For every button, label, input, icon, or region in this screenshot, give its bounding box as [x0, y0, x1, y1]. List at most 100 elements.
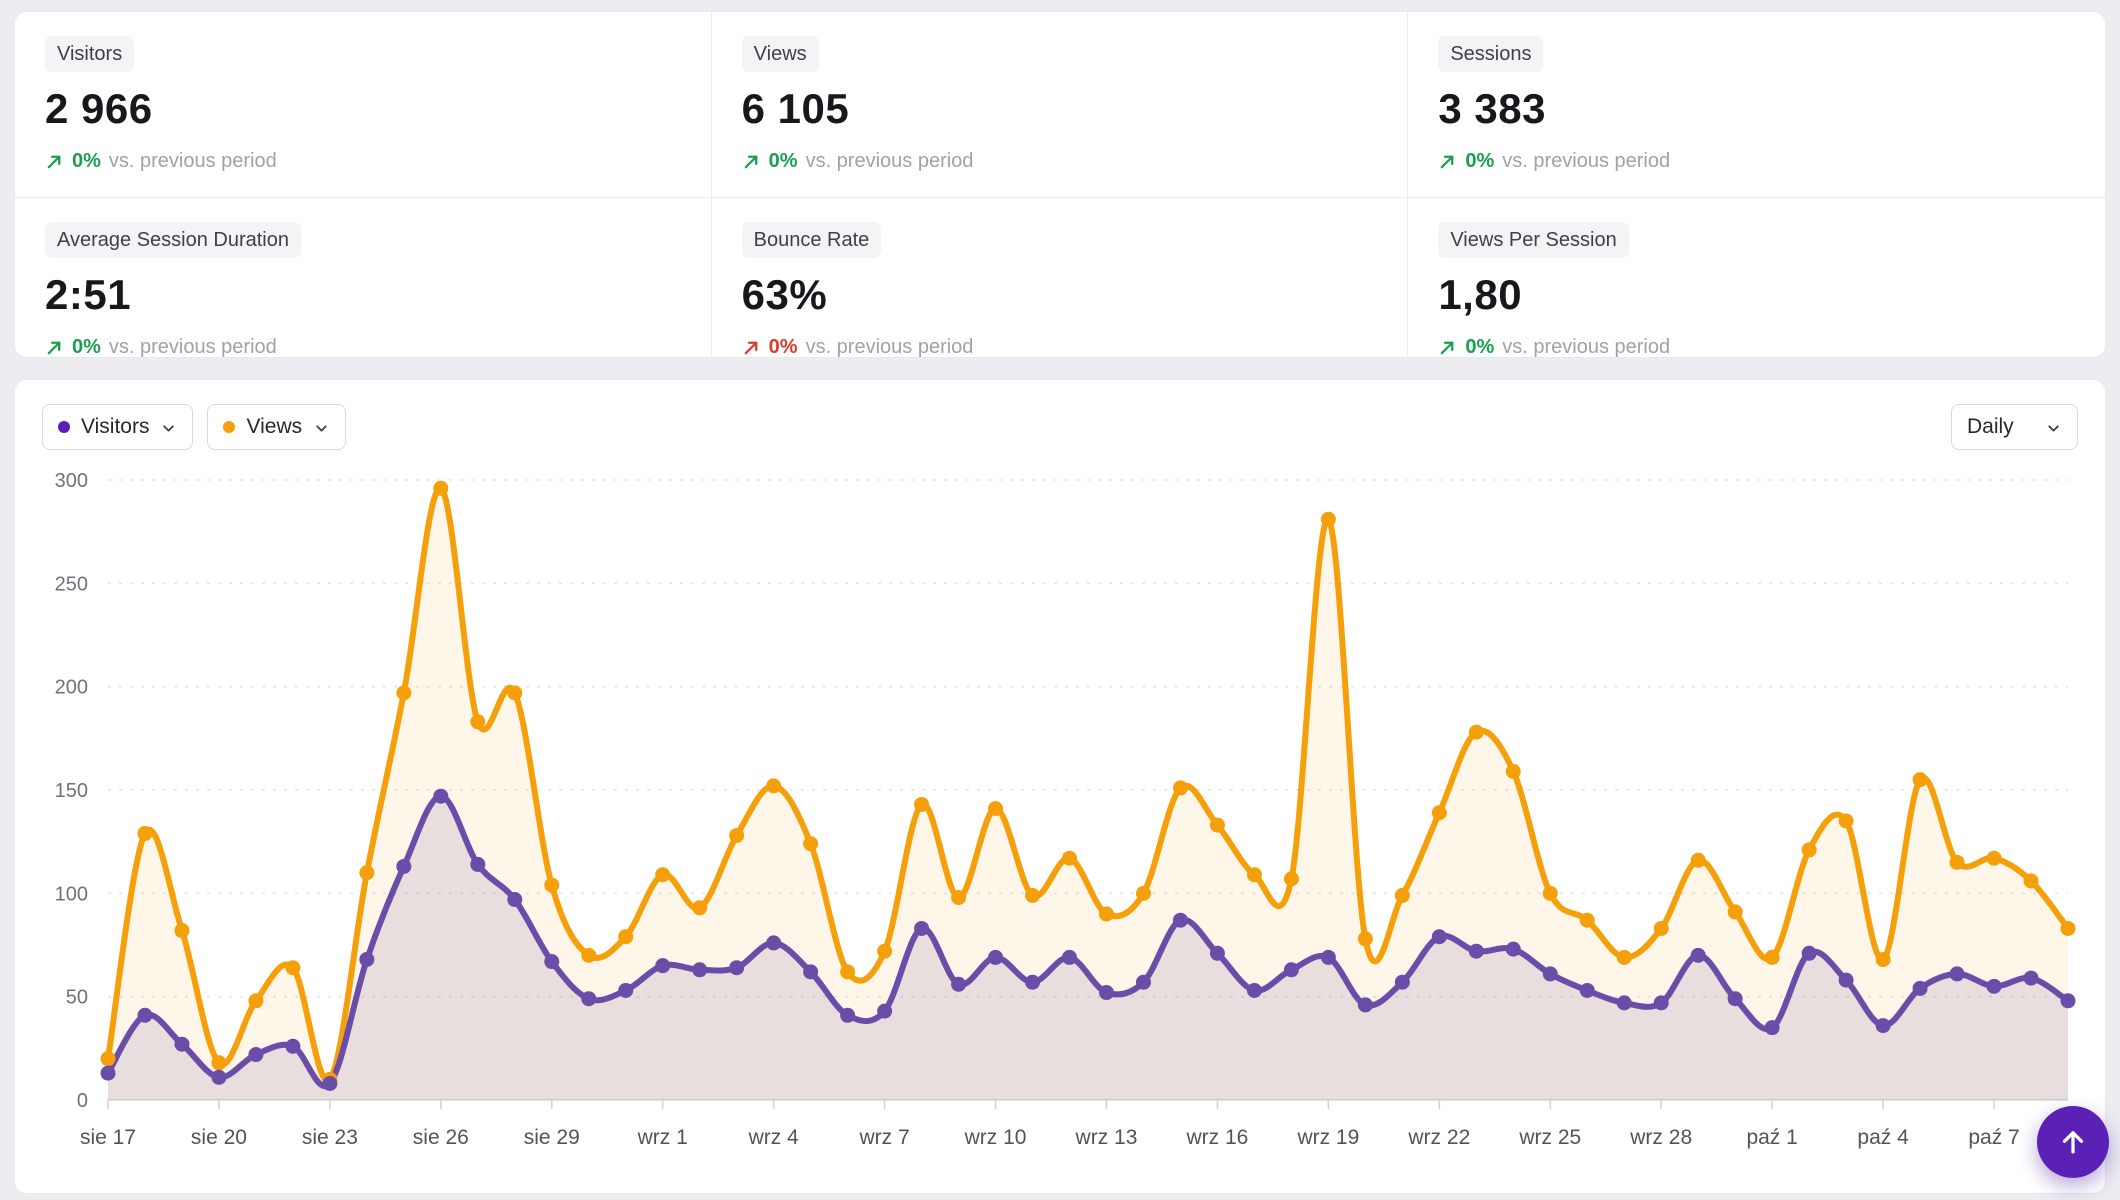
views-point[interactable]	[877, 943, 893, 959]
interval-select[interactable]: Daily	[1951, 404, 2078, 450]
visitors-point[interactable]	[1912, 980, 1928, 996]
visitors-point[interactable]	[322, 1075, 338, 1091]
visitors-point[interactable]	[137, 1007, 153, 1023]
visitors-point[interactable]	[581, 991, 597, 1007]
views-point[interactable]	[729, 827, 745, 843]
views-point[interactable]	[211, 1055, 227, 1071]
views-point[interactable]	[285, 960, 301, 976]
views-point[interactable]	[1431, 805, 1447, 821]
views-point[interactable]	[1616, 949, 1632, 965]
views-point[interactable]	[1579, 912, 1595, 928]
views-point[interactable]	[1505, 763, 1521, 779]
visitors-point[interactable]	[618, 982, 634, 998]
views-point[interactable]	[1098, 906, 1114, 922]
views-point[interactable]	[100, 1051, 116, 1067]
views-point[interactable]	[1209, 817, 1225, 833]
views-point[interactable]	[914, 796, 930, 812]
visitors-point[interactable]	[1542, 966, 1558, 982]
visitors-point[interactable]	[692, 962, 708, 978]
visitors-point[interactable]	[1209, 945, 1225, 961]
visitors-point[interactable]	[285, 1038, 301, 1054]
visitors-point[interactable]	[1431, 929, 1447, 945]
visitors-point[interactable]	[248, 1047, 264, 1063]
visitors-point[interactable]	[211, 1069, 227, 1085]
views-point[interactable]	[2060, 920, 2076, 936]
visitors-point[interactable]	[729, 960, 745, 976]
visitors-point[interactable]	[1357, 997, 1373, 1013]
views-point[interactable]	[1764, 949, 1780, 965]
views-point[interactable]	[1875, 951, 1891, 967]
views-point[interactable]	[396, 685, 412, 701]
visitors-point[interactable]	[470, 856, 486, 872]
views-point[interactable]	[359, 865, 375, 881]
views-point[interactable]	[1690, 852, 1706, 868]
visitors-point[interactable]	[951, 976, 967, 992]
views-point[interactable]	[1801, 842, 1817, 858]
visitors-point[interactable]	[1025, 974, 1041, 990]
views-point[interactable]	[2023, 873, 2039, 889]
visitors-point[interactable]	[1986, 978, 2002, 994]
visitors-point[interactable]	[1172, 912, 1188, 928]
scroll-to-top-button[interactable]	[2037, 1106, 2109, 1178]
views-point[interactable]	[1357, 931, 1373, 947]
views-point[interactable]	[1912, 772, 1928, 788]
visitors-point[interactable]	[1579, 982, 1595, 998]
views-point[interactable]	[803, 836, 819, 852]
views-point[interactable]	[1727, 904, 1743, 920]
visitors-point[interactable]	[100, 1065, 116, 1081]
views-point[interactable]	[655, 867, 671, 883]
visitors-point[interactable]	[507, 892, 523, 908]
visitors-point[interactable]	[1283, 962, 1299, 978]
views-point[interactable]	[1394, 887, 1410, 903]
views-point[interactable]	[1320, 511, 1336, 527]
visitors-point[interactable]	[1616, 995, 1632, 1011]
visitors-point[interactable]	[433, 788, 449, 804]
visitors-point[interactable]	[396, 858, 412, 874]
visitors-point[interactable]	[1690, 947, 1706, 963]
views-point[interactable]	[1949, 854, 1965, 870]
visitors-point[interactable]	[2023, 970, 2039, 986]
visitors-point[interactable]	[1653, 995, 1669, 1011]
visitors-point[interactable]	[1949, 966, 1965, 982]
views-point[interactable]	[1542, 885, 1558, 901]
views-point[interactable]	[544, 877, 560, 893]
legend-button-visitors[interactable]: Visitors	[42, 404, 194, 450]
views-point[interactable]	[470, 714, 486, 730]
visitors-point[interactable]	[840, 1007, 856, 1023]
visitors-point[interactable]	[1062, 949, 1078, 965]
views-point[interactable]	[507, 685, 523, 701]
views-point[interactable]	[581, 947, 597, 963]
visitors-point[interactable]	[174, 1036, 190, 1052]
views-point[interactable]	[433, 480, 449, 496]
visitors-point[interactable]	[2060, 993, 2076, 1009]
visitors-point[interactable]	[1320, 949, 1336, 965]
views-point[interactable]	[1468, 724, 1484, 740]
visitors-point[interactable]	[655, 958, 671, 974]
visitors-point[interactable]	[359, 951, 375, 967]
chart-area[interactable]: 0 50 100 150 200 250 300 sie 17 sie 20 sie 23 sie …	[42, 464, 2078, 1193]
views-point[interactable]	[1025, 887, 1041, 903]
views-point[interactable]	[1838, 813, 1854, 829]
legend-button-views[interactable]: Views	[207, 404, 347, 450]
views-point[interactable]	[137, 825, 153, 841]
visitors-point[interactable]	[803, 964, 819, 980]
visitors-point[interactable]	[1764, 1020, 1780, 1036]
views-point[interactable]	[1246, 867, 1262, 883]
views-point[interactable]	[1062, 850, 1078, 866]
views-point[interactable]	[248, 993, 264, 1009]
visitors-point[interactable]	[914, 920, 930, 936]
visitors-point[interactable]	[1098, 985, 1114, 1001]
views-point[interactable]	[692, 900, 708, 916]
visitors-point[interactable]	[1875, 1018, 1891, 1034]
visitors-point[interactable]	[1838, 972, 1854, 988]
visitors-point[interactable]	[877, 1003, 893, 1019]
visitors-point[interactable]	[1468, 943, 1484, 959]
views-point[interactable]	[1986, 850, 2002, 866]
views-point[interactable]	[174, 923, 190, 939]
visitors-point[interactable]	[1505, 941, 1521, 957]
visitors-point[interactable]	[1394, 974, 1410, 990]
views-point[interactable]	[1135, 885, 1151, 901]
visitors-point[interactable]	[1246, 982, 1262, 998]
visitors-point[interactable]	[766, 935, 782, 951]
